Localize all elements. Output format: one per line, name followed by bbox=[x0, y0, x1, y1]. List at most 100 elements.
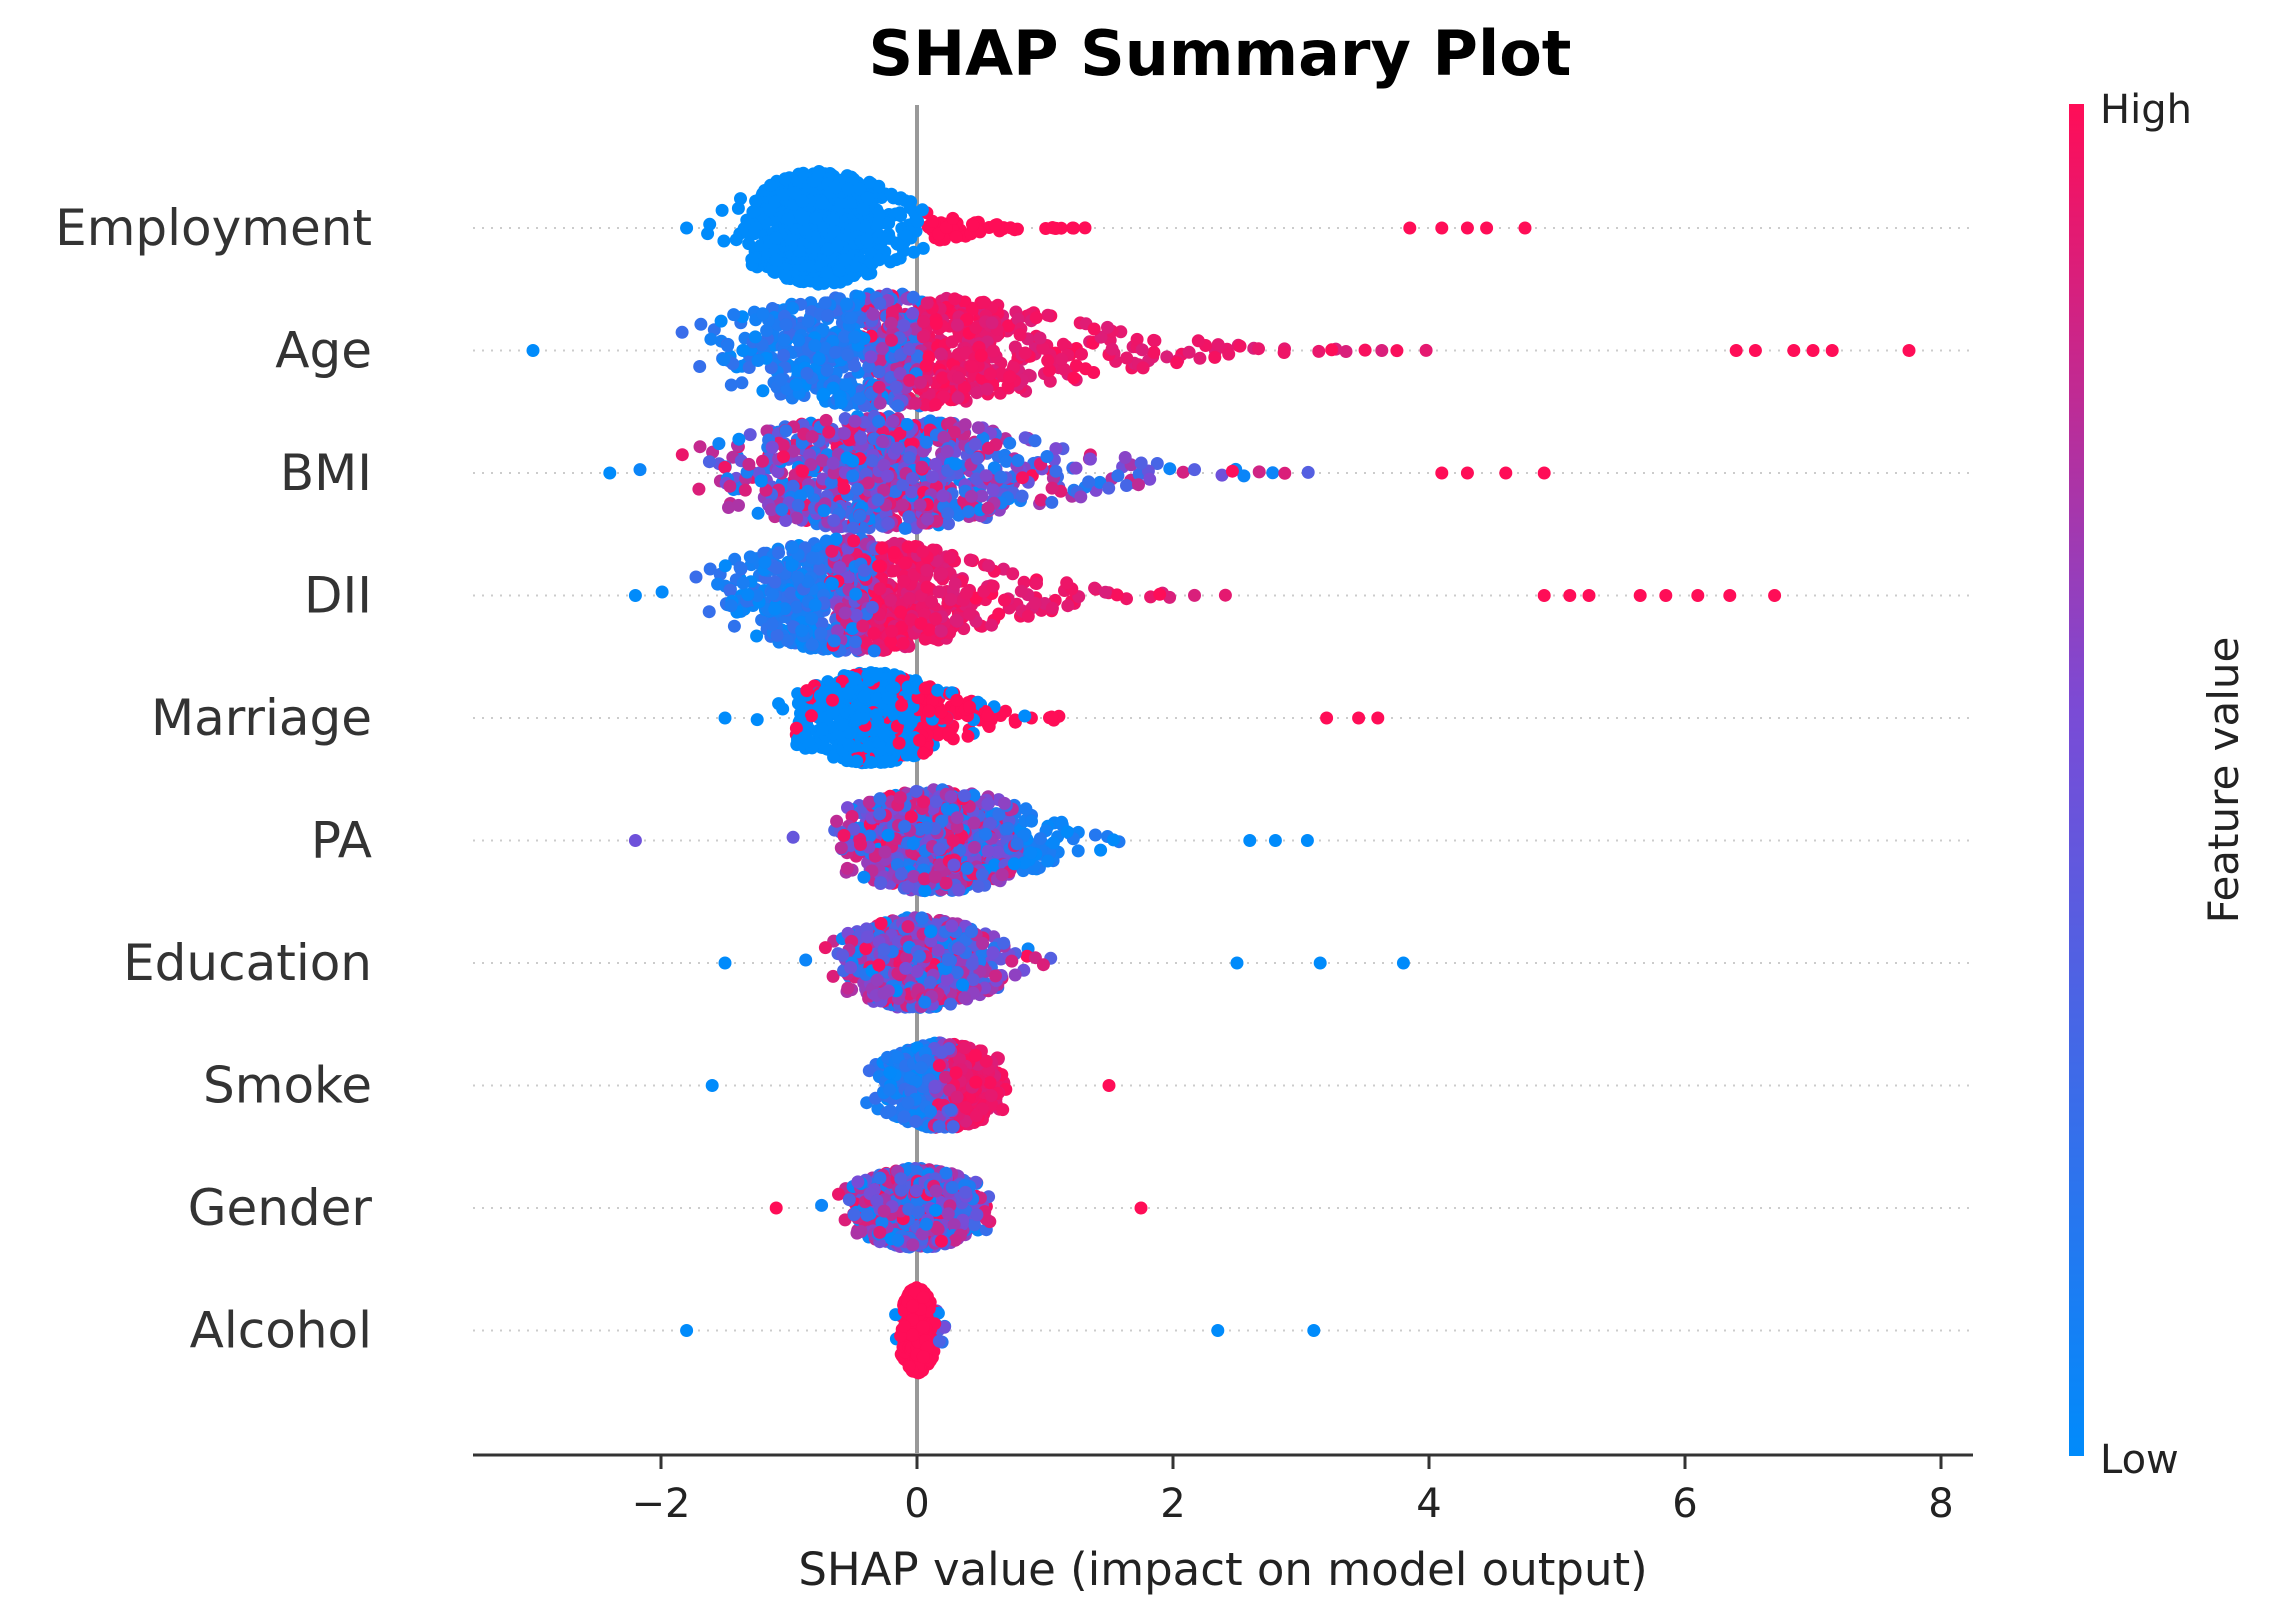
shap-dot bbox=[1120, 479, 1133, 492]
shap-dot bbox=[734, 192, 747, 206]
shap-dot bbox=[1325, 343, 1339, 357]
shap-dot bbox=[949, 613, 963, 627]
shap-dot bbox=[869, 667, 883, 680]
shap-dot bbox=[986, 579, 1000, 593]
shap-dot bbox=[777, 450, 790, 464]
shap-dot bbox=[826, 456, 840, 470]
shap-dot bbox=[1278, 466, 1292, 480]
shap-dot bbox=[738, 483, 752, 497]
shap-dot bbox=[820, 363, 834, 377]
shap-dot bbox=[920, 563, 934, 577]
shap-dot bbox=[714, 314, 728, 328]
shap-dot bbox=[1633, 589, 1647, 602]
shap-dot bbox=[849, 587, 863, 601]
shap-dot bbox=[791, 570, 805, 584]
shap-dot bbox=[1015, 489, 1029, 503]
shap-dot bbox=[786, 541, 799, 554]
shap-dot bbox=[1069, 461, 1083, 475]
shap-dot bbox=[1723, 589, 1737, 602]
shap-dot bbox=[950, 693, 964, 707]
shap-dot bbox=[968, 437, 982, 451]
shap-dot bbox=[1006, 567, 1020, 581]
shap-dot bbox=[633, 463, 647, 477]
shap-dot bbox=[694, 317, 708, 331]
shap-dot bbox=[826, 693, 839, 707]
shap-dot bbox=[789, 378, 803, 392]
shap-dot bbox=[1056, 337, 1070, 351]
shap-dot bbox=[777, 348, 791, 362]
shap-dot bbox=[1390, 344, 1404, 358]
shap-dot bbox=[897, 711, 911, 725]
shap-dot bbox=[886, 414, 900, 428]
shap-dot bbox=[1136, 361, 1150, 375]
shap-dot bbox=[1563, 589, 1577, 602]
shap-dot bbox=[776, 188, 790, 201]
shap-dot bbox=[854, 430, 868, 444]
shap-dot bbox=[1045, 601, 1059, 615]
shap-dot bbox=[1170, 356, 1184, 370]
shap-dot bbox=[877, 232, 891, 245]
shap-dot bbox=[1111, 469, 1125, 483]
shap-dot bbox=[898, 521, 912, 535]
shap-dot bbox=[1691, 589, 1705, 602]
shap-dot bbox=[925, 595, 938, 608]
shap-dot bbox=[863, 175, 876, 189]
shap-dot bbox=[881, 517, 895, 530]
shap-dot bbox=[1046, 221, 1060, 235]
shap-dot bbox=[884, 755, 898, 768]
shap-dot bbox=[1339, 345, 1353, 358]
shap-dot bbox=[756, 384, 770, 398]
shap-dot bbox=[818, 341, 832, 355]
shap-dot bbox=[1034, 493, 1048, 507]
shap-dot bbox=[1537, 589, 1551, 602]
shap-dot bbox=[929, 317, 943, 330]
shap-dot bbox=[1021, 609, 1035, 623]
shap-dot bbox=[778, 172, 792, 186]
shap-dot bbox=[754, 474, 768, 488]
shap-dot bbox=[861, 740, 875, 754]
shap-dot bbox=[743, 428, 757, 442]
shap-dot bbox=[1049, 464, 1063, 478]
shap-dot bbox=[732, 498, 745, 512]
shap-dot bbox=[1480, 221, 1494, 235]
shap-dot bbox=[866, 454, 879, 468]
shap-dot bbox=[827, 514, 841, 527]
shap-dot bbox=[779, 318, 793, 332]
shap-dot bbox=[1083, 452, 1097, 466]
shap-dot bbox=[987, 344, 1000, 358]
shap-dot bbox=[1148, 334, 1162, 348]
shap-dot bbox=[958, 418, 972, 432]
shap-dot bbox=[777, 333, 791, 347]
shap-dot bbox=[1003, 436, 1017, 450]
shap-dot bbox=[885, 624, 899, 638]
shap-dot bbox=[786, 301, 799, 315]
shap-dot bbox=[935, 567, 949, 581]
shap-dot bbox=[817, 504, 831, 518]
shap-dot bbox=[832, 263, 846, 277]
feature-row-bmi bbox=[603, 410, 1551, 536]
shap-dot bbox=[893, 367, 907, 380]
shap-dot bbox=[963, 553, 977, 567]
shap-dot bbox=[881, 691, 895, 705]
shap-dot bbox=[872, 380, 886, 394]
shap-dot bbox=[805, 551, 819, 565]
shap-dot bbox=[862, 360, 876, 374]
shap-dot bbox=[715, 203, 729, 217]
shap-dot bbox=[949, 457, 963, 471]
shap-dot bbox=[1014, 584, 1028, 598]
shap-dot bbox=[1193, 351, 1207, 365]
shap-dot bbox=[808, 598, 822, 612]
shap-dot bbox=[848, 414, 862, 428]
shap-dot bbox=[765, 618, 779, 631]
shap-dot bbox=[889, 380, 903, 394]
shap-dot bbox=[920, 435, 933, 449]
shap-dot bbox=[903, 373, 917, 387]
shap-dot bbox=[791, 498, 805, 512]
shap-dot bbox=[861, 191, 875, 205]
shap-dot bbox=[899, 229, 913, 243]
shap-dot bbox=[1188, 463, 1201, 477]
shap-dot bbox=[916, 330, 930, 344]
shap-dot bbox=[907, 245, 921, 259]
shap-dot bbox=[887, 546, 901, 559]
shap-dot bbox=[748, 330, 762, 344]
